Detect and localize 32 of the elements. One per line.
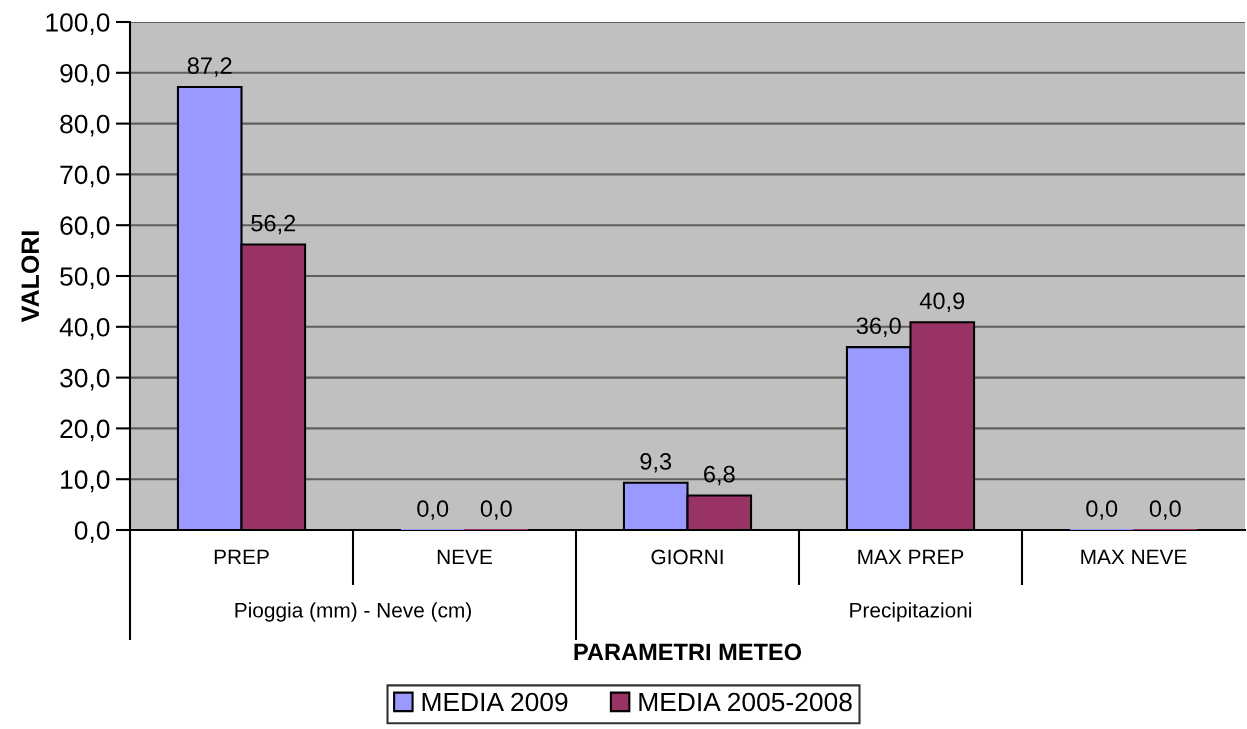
data-label: 0,0 bbox=[480, 500, 512, 520]
y-tick-label: 10,0 bbox=[61, 470, 110, 493]
x-tick-label: GIORNI bbox=[651, 549, 723, 565]
x-tick-label: MAX NEVE bbox=[1081, 549, 1187, 565]
data-label: 9,3 bbox=[640, 453, 672, 473]
y-axis-title: VALORI bbox=[21, 231, 40, 323]
data-label: 56,2 bbox=[251, 214, 296, 235]
x-tick-label: MAX PREP bbox=[858, 549, 964, 565]
text: Pioggia (mm) - Neve (cm) bbox=[235, 602, 471, 622]
y-tick-label: 40,0 bbox=[59, 317, 110, 340]
data-label: 0,0 bbox=[1149, 500, 1181, 520]
y-tick-label: 70,0 bbox=[60, 165, 110, 188]
x-tick-label: NEVE bbox=[437, 549, 492, 565]
data-label: 87,2 bbox=[187, 57, 232, 77]
data-label: 0,0 bbox=[1086, 500, 1118, 520]
data-label: 6,8 bbox=[704, 465, 735, 486]
y-tick-label: 80,0 bbox=[60, 114, 110, 137]
legend-label: MEDIA 2009 bbox=[422, 692, 568, 712]
y-tick-label: 20,0 bbox=[60, 419, 110, 442]
data-label: 36,0 bbox=[856, 317, 901, 337]
data-label: 40,9 bbox=[919, 292, 965, 313]
y-tick-label: 90,0 bbox=[60, 63, 110, 86]
y-tick-label: 100,0 bbox=[46, 13, 110, 35]
x-axis-title: PARAMETRI METEO bbox=[574, 643, 802, 661]
legend-label: MEDIA 2005-2008 bbox=[639, 692, 852, 712]
y-tick-label: 50,0 bbox=[60, 267, 110, 289]
y-tick-label: 30,0 bbox=[60, 368, 110, 391]
y-tick-label: 0,0 bbox=[74, 521, 110, 543]
data-label: 0,0 bbox=[417, 500, 449, 520]
y-tick-label: 60,0 bbox=[60, 216, 110, 239]
x-tick-label: PREP bbox=[214, 549, 269, 565]
text: Precipitazioni bbox=[850, 602, 972, 622]
